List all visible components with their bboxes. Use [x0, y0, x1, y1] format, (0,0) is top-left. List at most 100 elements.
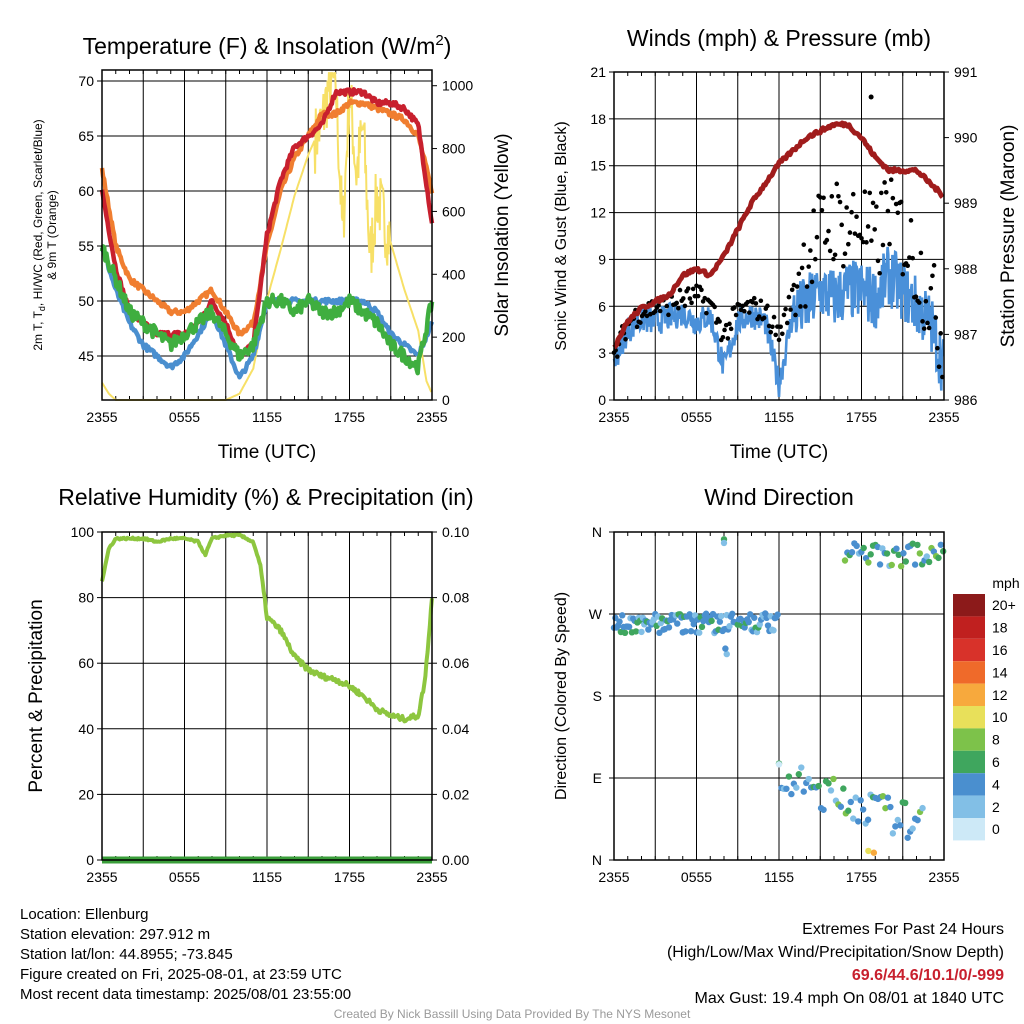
y-right-tick-label: 988 — [954, 261, 978, 277]
x-tick-label: 1755 — [846, 869, 877, 885]
gust-point — [849, 209, 854, 215]
gust-point — [753, 301, 759, 306]
direction-point — [837, 803, 845, 810]
gust-point — [687, 296, 693, 301]
credit-text: Created By Nick Bassill Using Data Provi… — [333, 1007, 691, 1021]
direction-point — [674, 620, 681, 627]
direction-point — [800, 788, 807, 795]
gust-point — [770, 324, 775, 330]
direction-point — [621, 629, 629, 637]
direction-point — [708, 617, 715, 625]
gust-point — [887, 241, 892, 247]
direction-point — [859, 806, 867, 813]
gust-point — [880, 242, 886, 248]
direction-point — [876, 561, 884, 568]
gust-point — [773, 332, 778, 338]
direction-point — [820, 806, 827, 813]
gust-point — [872, 227, 877, 232]
colorbar-label: 0 — [992, 821, 1000, 837]
direction-point — [897, 563, 905, 570]
winds-panel: 2355 0555 1155 1755 235503691215182198698798… — [553, 25, 1019, 463]
direction-point — [682, 628, 689, 635]
gust-point — [771, 314, 777, 320]
temperature-title: Temperature (F) & Insolation (W/m2) — [83, 32, 452, 59]
y-right-tick-label: 200 — [442, 329, 466, 345]
speed-colorbar: mph 20+ 18 16 14 12 10 8 6 4 2 0 — [953, 575, 1020, 841]
x-tick-label: 1155 — [252, 869, 282, 885]
y-right-tick-label: 0.10 — [442, 524, 469, 540]
gust-point — [788, 307, 793, 312]
y-tick-label: 12 — [590, 205, 606, 221]
y-right-tick-label: 800 — [442, 141, 466, 157]
direction-point — [841, 557, 849, 564]
gust-point — [879, 190, 884, 196]
y-tick-label: 60 — [78, 655, 94, 671]
latlon-text: Station lat/lon: 44.8955; -73.845 — [20, 946, 233, 963]
x-tick-label: 1755 — [334, 409, 365, 425]
direction-point — [864, 816, 872, 823]
winds-xlabel: Time (UTC) — [730, 442, 829, 463]
direction-point — [860, 544, 867, 552]
direction-point — [785, 773, 793, 780]
direction-point — [638, 628, 645, 636]
gust-point — [786, 294, 792, 300]
y-tick-label: 20 — [78, 786, 94, 802]
gust-point — [875, 258, 881, 264]
gust-point — [854, 214, 859, 220]
gust-point — [837, 199, 843, 205]
direction-point — [840, 785, 847, 792]
direction-point — [853, 542, 860, 550]
gust-point — [847, 230, 853, 235]
y-right-tick-label: 989 — [954, 195, 978, 211]
winds-ylabel: Sonic Wind & Gust (Blue, Black) — [553, 121, 570, 350]
pressure-line — [612, 120, 945, 350]
extremes-info: Extremes For Past 24 Hours (High/Low/Max… — [667, 918, 1004, 1010]
gust-point — [776, 337, 782, 343]
y-tick-label: 15 — [590, 158, 606, 174]
gust-point — [905, 263, 910, 269]
direction-point — [889, 830, 897, 837]
y-tick-label: 40 — [78, 721, 94, 737]
colorbar-swatch — [953, 750, 985, 774]
direction-point — [632, 628, 640, 635]
x-tick-label: 2355 — [928, 869, 959, 885]
gust-point — [908, 218, 914, 223]
gust-point — [643, 309, 648, 314]
colorbar-label: 20+ — [992, 597, 1016, 613]
direction-point — [745, 618, 752, 626]
direction-point — [893, 545, 900, 552]
colorbar-label: 12 — [992, 687, 1008, 703]
colorbar-swatch — [953, 728, 985, 751]
gust-point — [638, 320, 643, 325]
gust-point — [775, 324, 780, 329]
gust-point — [725, 336, 731, 341]
colorbar-swatch — [953, 706, 985, 729]
rh-line — [100, 532, 434, 724]
gust-point — [657, 308, 663, 314]
gust-point — [794, 284, 800, 289]
gust-point — [888, 177, 894, 183]
gust-point — [824, 237, 830, 243]
direction-point — [700, 617, 707, 625]
gust-point — [804, 284, 810, 289]
location-text: Location: Ellenburg — [20, 906, 149, 923]
direction-point — [716, 618, 724, 625]
gust-point — [801, 242, 807, 247]
colorbar-label: 18 — [992, 620, 1008, 636]
gust-point — [615, 354, 620, 359]
gust-point — [677, 287, 683, 293]
gust-point — [936, 364, 942, 370]
colorbar-label: 4 — [992, 776, 1000, 792]
direction-point — [729, 610, 736, 618]
direction-tick-label: N — [592, 524, 602, 540]
direction-point — [795, 771, 802, 778]
gust-point — [925, 320, 930, 326]
y-right-tick-label: 0.04 — [442, 721, 469, 737]
direction-point — [774, 611, 781, 618]
max-gust-point — [868, 94, 874, 100]
gust-point — [842, 251, 848, 256]
direction-point — [825, 780, 832, 787]
gust-point — [933, 315, 939, 320]
direction-point — [619, 612, 626, 619]
gust-point — [821, 195, 826, 201]
